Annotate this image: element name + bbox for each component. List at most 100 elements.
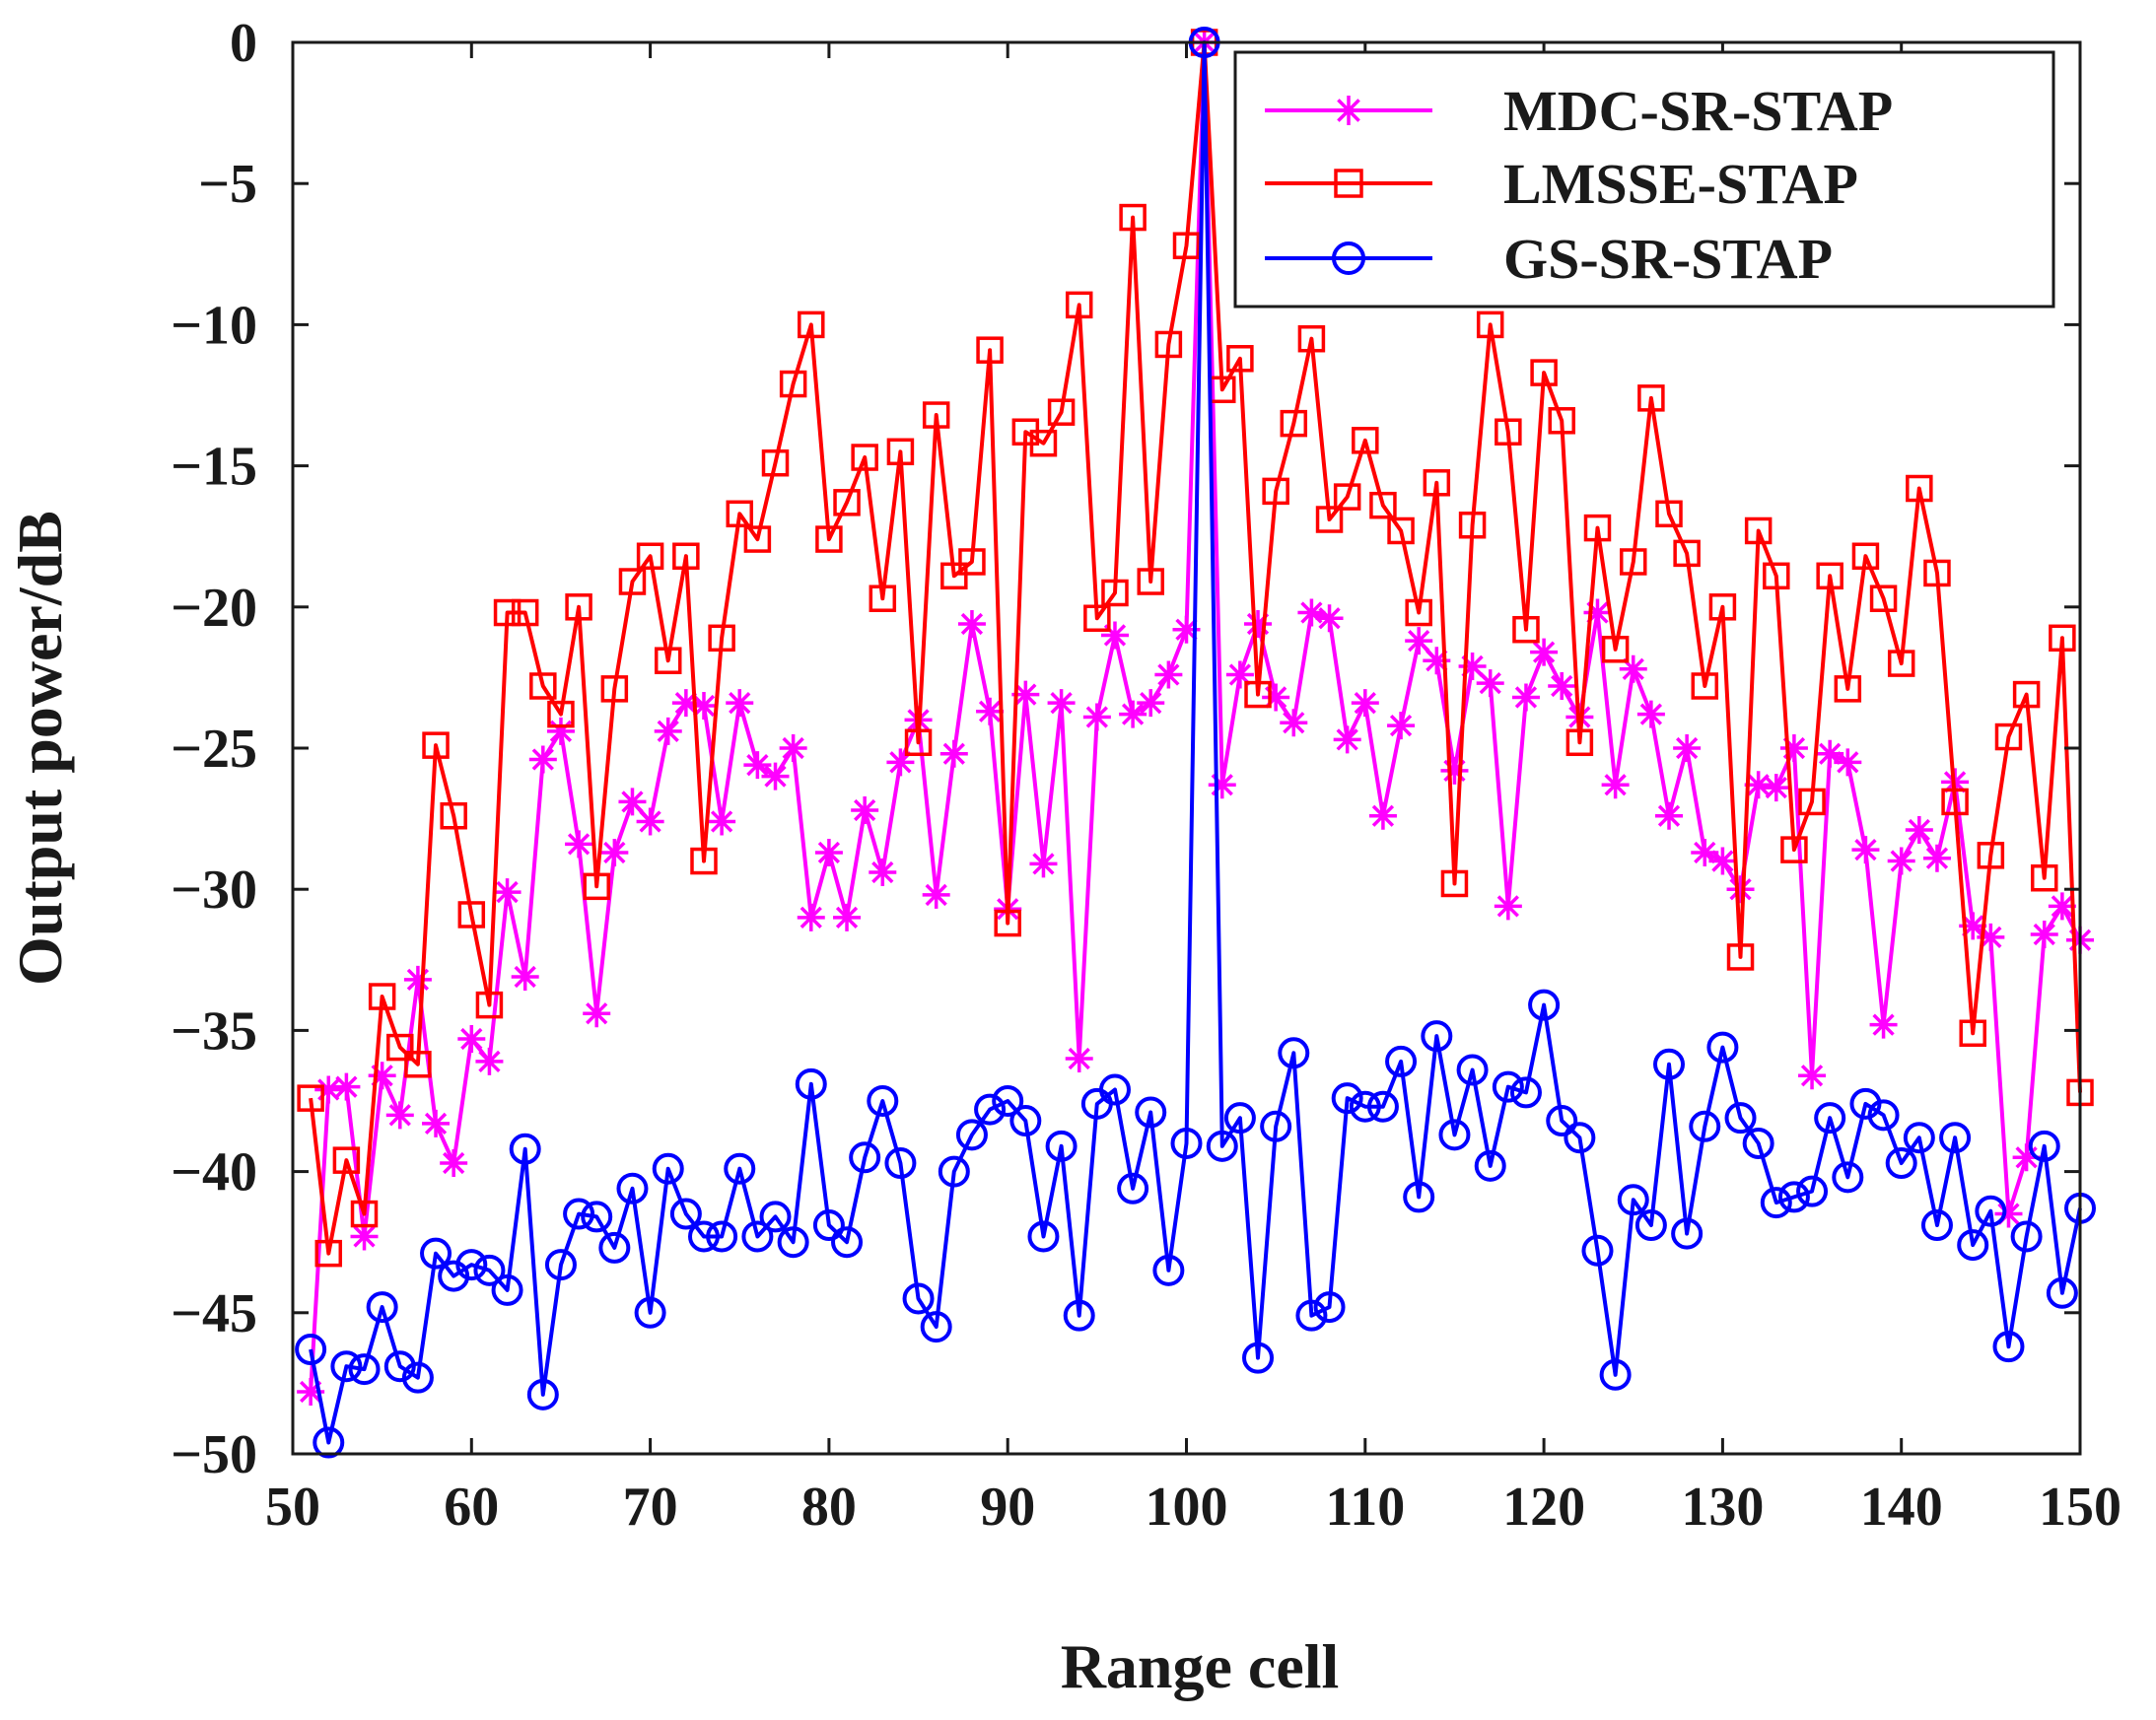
data-point-asterisk [1601, 771, 1630, 799]
x-tick-label: 60 [444, 1477, 499, 1538]
data-point-square [1565, 728, 1594, 757]
data-point-square [1780, 836, 1808, 863]
data-point-circle [1278, 1037, 1310, 1069]
data-point-square [2049, 624, 2076, 653]
data-point-asterisk [1405, 627, 1433, 655]
data-point-asterisk [1530, 638, 1559, 666]
data-point-square [440, 801, 467, 830]
data-point-square [1834, 675, 1862, 703]
data-point-square [1798, 788, 1826, 816]
y-tick-label: −40 [171, 1142, 257, 1204]
data-point-asterisk [511, 962, 539, 991]
data-point-square [404, 1051, 432, 1078]
data-point-asterisk [1887, 847, 1915, 875]
data-point-circle [1939, 1122, 1972, 1154]
data-point-circle [1796, 1175, 1829, 1207]
data-point-circle [1975, 1195, 2007, 1227]
data-point-circle [348, 1353, 381, 1386]
data-point-circle [616, 1172, 649, 1204]
data-point-asterisk [565, 830, 593, 859]
data-point-circle [1117, 1172, 1149, 1204]
y-tick-label: −25 [171, 719, 257, 780]
data-point-square [1137, 568, 1164, 595]
data-point-circle [330, 1350, 363, 1383]
data-point-square [761, 448, 790, 477]
data-point-circle [1992, 1331, 2025, 1363]
data-point-circle [1063, 1299, 1095, 1332]
data-point-asterisk [1869, 1010, 1898, 1039]
data-point-asterisk [403, 965, 432, 994]
data-point-circle [706, 1220, 738, 1253]
data-point-circle [1957, 1229, 1989, 1262]
data-point-asterisk [600, 838, 629, 866]
data-point-asterisk [2030, 921, 2058, 949]
data-point-asterisk [1119, 700, 1148, 728]
data-point-asterisk [1440, 756, 1469, 785]
data-point-circle [1528, 989, 1561, 1021]
data-point-circle [366, 1291, 398, 1324]
y-tick-label: −20 [171, 578, 257, 639]
data-point-asterisk [422, 1109, 451, 1137]
y-tick-label: 0 [230, 13, 257, 74]
data-point-square [1423, 469, 1451, 497]
data-point-square [511, 598, 539, 627]
data-point-square [1763, 562, 1790, 590]
data-point-circle [1492, 1070, 1524, 1103]
legend-box [1233, 50, 2055, 309]
data-point-square [1583, 514, 1612, 542]
data-point-circle [741, 1220, 774, 1253]
data-point-square [457, 901, 486, 929]
data-point-square [1101, 579, 1129, 607]
data-point-square [994, 909, 1021, 937]
y-tick-label: −10 [171, 295, 257, 356]
data-point-asterisk [1262, 683, 1290, 712]
data-point-circle [1867, 1099, 1900, 1132]
data-point-circle [1671, 1217, 1704, 1250]
data-point-asterisk [297, 1377, 325, 1406]
data-point-square [332, 1146, 361, 1174]
data-point-square [583, 872, 610, 901]
data-point-circle [1242, 1342, 1275, 1374]
data-point-circle [473, 1254, 506, 1286]
data-point-square [1226, 345, 1254, 373]
data-point-square [672, 542, 700, 570]
legend-swatch-marker [1334, 169, 1363, 198]
data-point-circle [1814, 1102, 1846, 1135]
data-point-circle [1152, 1254, 1185, 1286]
data-point-square [1495, 418, 1522, 446]
data-point-asterisk [1994, 1200, 2023, 1228]
legend-swatch-marker [1334, 96, 1363, 125]
legend-item: GS-SR-STAP [1265, 227, 1833, 291]
series-line [309, 40, 2082, 1393]
data-point-square [1959, 1019, 1986, 1048]
data-point-square [529, 672, 557, 700]
data-point-asterisk [1511, 683, 1540, 712]
data-point-square [314, 1239, 343, 1268]
data-point-asterisk [1905, 816, 1933, 845]
data-point-asterisk [654, 717, 682, 745]
legend-items: MDC-SR-STAP LMSSE-STAP GS-SR-STAP [1265, 79, 1893, 291]
x-tick-label: 120 [1502, 1477, 1585, 1538]
data-point-circle [1742, 1127, 1774, 1159]
data-point-square [1655, 500, 1683, 528]
data-point-circle [884, 1147, 917, 1180]
data-point-asterisk [1922, 844, 1951, 872]
data-point-square [1708, 593, 1737, 621]
data-point-circle [2028, 1130, 2060, 1162]
data-point-asterisk [1583, 598, 1612, 627]
legend: MDC-SR-STAP LMSSE-STAP GS-SR-STAP [1233, 50, 2055, 309]
data-point-asterisk [1655, 801, 1684, 830]
data-point-circle [544, 1249, 577, 1281]
x-tick-label: 80 [801, 1477, 857, 1538]
data-point-circle [920, 1311, 952, 1343]
data-point-square [1977, 842, 2005, 869]
data-point-asterisk [1798, 1062, 1827, 1090]
data-point-circle [974, 1093, 1007, 1126]
data-point-asterisk [475, 1047, 504, 1075]
data-point-asterisk [636, 807, 664, 836]
data-point-square [475, 991, 504, 1019]
data-point-square [798, 310, 825, 339]
data-point-square [1548, 407, 1575, 435]
data-point-square [2012, 680, 2041, 709]
data-point-circle [401, 1361, 434, 1394]
